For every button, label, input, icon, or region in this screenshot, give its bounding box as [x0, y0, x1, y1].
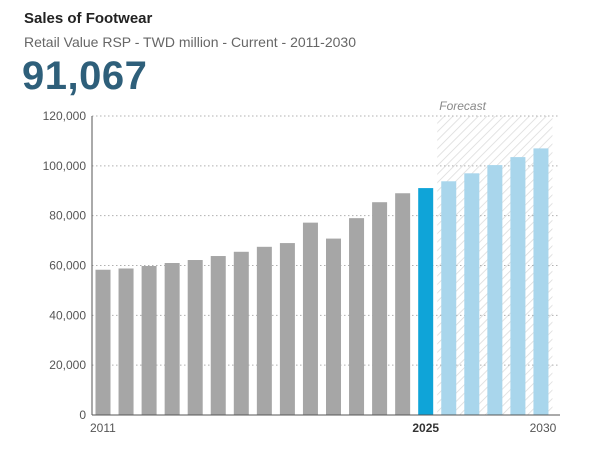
bar-2019: [279, 243, 295, 415]
bar-2029: [510, 157, 526, 416]
bar-2017: [233, 251, 249, 415]
bar-2022: [349, 218, 365, 415]
x-tick-label-2011: 2011: [90, 421, 116, 435]
bar-2020: [302, 222, 318, 415]
forecast-label: Forecast: [439, 99, 486, 113]
bar-2015: [187, 260, 203, 415]
chart-subtitle: Retail Value RSP - TWD million - Current…: [24, 34, 356, 50]
y-tick-label: 60,000: [49, 259, 86, 273]
bar-2030: [533, 148, 549, 415]
y-tick-label: 0: [79, 408, 86, 422]
bar-2014: [164, 263, 180, 415]
bar-2018: [256, 246, 272, 415]
y-tick-label: 80,000: [49, 209, 86, 223]
bar-2027: [464, 173, 480, 415]
bar-2021: [326, 238, 341, 415]
bar-2013: [141, 265, 157, 415]
bar-2023: [372, 202, 388, 415]
bar-2025: [418, 188, 434, 415]
headline-value: 91,067: [22, 54, 148, 98]
bar-2028: [487, 165, 503, 415]
bar-2012: [118, 268, 134, 415]
bar-2024: [395, 193, 411, 415]
y-tick-label: 120,000: [43, 109, 87, 123]
bar-2016: [210, 256, 226, 415]
chart-title: Sales of Footwear: [24, 10, 153, 27]
y-tick-label: 20,000: [49, 358, 86, 372]
x-tick-label-2030: 2030: [530, 421, 557, 435]
y-tick-label: 40,000: [49, 308, 86, 322]
x-tick-label-2025: 2025: [412, 421, 439, 435]
bar-2011: [95, 269, 111, 415]
bar-2026: [441, 181, 457, 415]
y-tick-label: 100,000: [43, 159, 87, 173]
